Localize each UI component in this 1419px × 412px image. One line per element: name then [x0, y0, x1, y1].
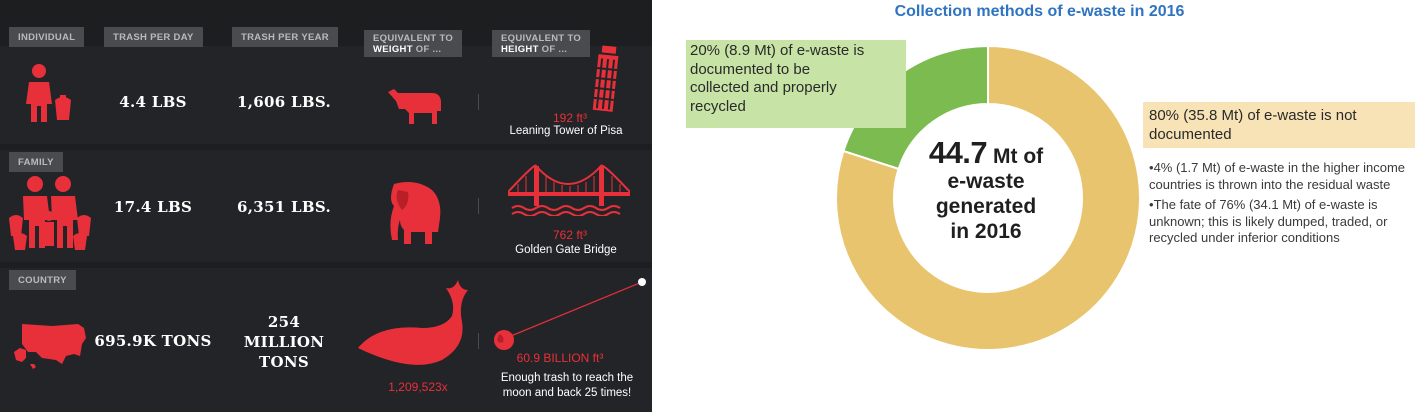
- elephant-icon: [390, 182, 441, 244]
- country-row: [0, 268, 652, 412]
- individual-row: [0, 46, 652, 144]
- person-with-trash-bag-icon: [26, 64, 71, 122]
- donut-hole: [894, 104, 1082, 292]
- whale-count: 1,209,523x: [388, 380, 448, 394]
- pisa-height-value: 192 ft³: [552, 111, 588, 125]
- bridge-caption: Golden Gate Bridge: [515, 244, 617, 256]
- family-with-trash-bags-icon: [9, 176, 91, 250]
- not-documented-annotation: 80% (35.8 Mt) of e-waste is not document…: [1143, 102, 1415, 148]
- whale-icon: [358, 280, 468, 365]
- individual-trash-per-year: 1,606 LBS.: [237, 93, 331, 111]
- family-trash-per-year: 6,351 LBS.: [237, 198, 331, 216]
- note-residual-waste: 4% (1.7 Mt) of e-waste in the higher inc…: [1149, 160, 1415, 193]
- header-trash-per-day: TRASH PER DAY: [104, 27, 203, 47]
- usa-map-icon: [14, 324, 86, 369]
- family-trash-per-day: 17.4 LBS: [113, 198, 193, 216]
- divider: [478, 94, 479, 110]
- tower-of-pisa-icon: [592, 45, 619, 112]
- notes-list: 4% (1.7 Mt) of e-waste in the higher inc…: [1149, 160, 1415, 251]
- header-trash-per-year: TRASH PER YEAR: [232, 27, 338, 47]
- header-equivalent-height: EQUIVALENT TO HEIGHT OF ...: [492, 30, 591, 57]
- divider: [478, 333, 479, 349]
- earth-moon-icon: [494, 278, 646, 350]
- label-country: COUNTRY: [9, 270, 76, 290]
- note-fate-unknown: The fate of 76% (34.1 Mt) of e-waste is …: [1149, 197, 1415, 247]
- chart-title: Collection methods of e-waste in 2016: [894, 3, 1185, 20]
- donut-center-label: 44.7 Mt of e-waste generated in 2016: [928, 135, 1044, 243]
- moon-caption: Enough trash to reach the moon and back …: [500, 372, 634, 399]
- golden-gate-bridge-icon: [508, 164, 630, 216]
- header-individual: INDIVIDUAL: [9, 27, 85, 47]
- bridge-height-value: 762 ft³: [552, 228, 588, 242]
- divider: [478, 198, 479, 214]
- individual-trash-per-day: 4.4 LBS: [119, 93, 187, 111]
- trash-infographic: INDIVIDUAL TRASH PER DAY TRASH PER YEAR …: [0, 0, 652, 412]
- country-trash-per-day: 695.9K TONS: [94, 332, 212, 350]
- label-family: FAMILY: [9, 152, 63, 172]
- header-equivalent-weight: EQUIVALENT TO WEIGHT OF ...: [364, 30, 463, 57]
- country-trash-per-year: 254 MILLION TONS: [243, 313, 325, 371]
- moon-height-value: 60.9 BILLION ft³: [516, 351, 604, 365]
- pisa-caption: Leaning Tower of Pisa: [509, 125, 623, 137]
- cow-icon: [388, 89, 441, 124]
- documented-annotation: 20% (8.9 Mt) of e-waste is documented to…: [686, 40, 906, 128]
